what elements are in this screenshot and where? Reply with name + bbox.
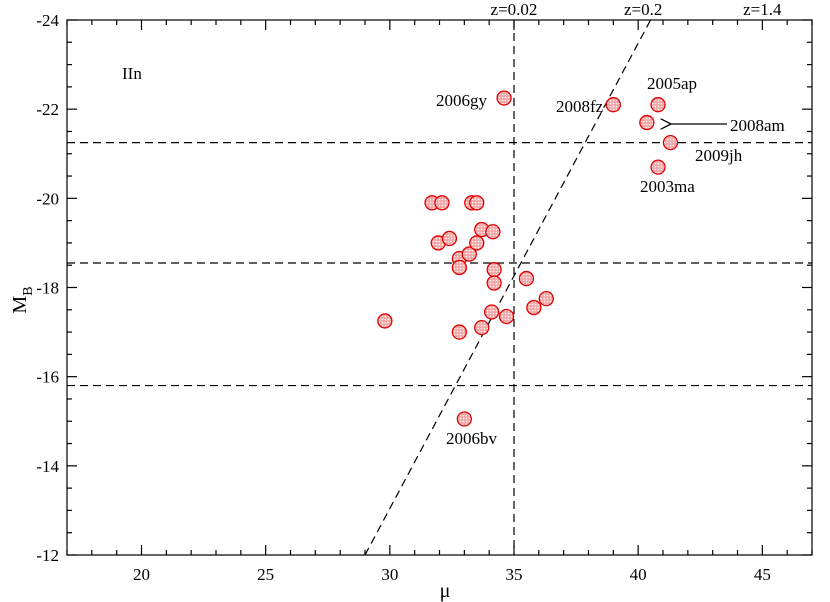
data-point xyxy=(441,230,458,247)
data-point xyxy=(650,97,666,113)
data-point xyxy=(639,114,655,131)
top-label: z=0.2 xyxy=(624,0,662,19)
data-point xyxy=(518,270,535,287)
data-point xyxy=(469,235,485,251)
data-point xyxy=(538,290,554,307)
x-tick-label: 45 xyxy=(754,565,771,584)
data-point xyxy=(526,299,542,316)
redshift-labels: z=0.02 z=0.2 z=1.4 xyxy=(491,0,782,19)
data-point xyxy=(485,224,501,240)
annotation-2005ap: 2005ap xyxy=(647,74,697,93)
data-point xyxy=(474,319,490,336)
top-label: z=1.4 xyxy=(743,0,782,19)
annotation-2008fz: 2008fz xyxy=(556,97,604,116)
data-point xyxy=(434,195,450,211)
panel-label: IIn xyxy=(122,64,142,83)
axis-tick-labels: 20 25 30 35 40 45 -12 -14 -16 -18 -20 -22 -24 xyxy=(36,11,771,584)
data-point xyxy=(486,275,502,291)
data-point xyxy=(469,195,485,211)
data-point xyxy=(496,90,512,106)
data-points xyxy=(377,90,679,427)
y-tick-label: -20 xyxy=(36,189,59,208)
data-point xyxy=(605,97,621,113)
data-point xyxy=(483,304,500,320)
annotation-2009jh: 2009jh xyxy=(695,146,743,165)
y-tick-label: -18 xyxy=(36,279,59,298)
y-tick-label: -16 xyxy=(36,368,59,387)
annotation-2006bv: 2006bv xyxy=(446,429,498,448)
data-point xyxy=(498,308,515,325)
y-tick-label: -24 xyxy=(36,11,59,30)
y-axis-title-sub: B xyxy=(21,286,36,295)
top-label: z=0.02 xyxy=(491,0,538,19)
reference-lines xyxy=(67,19,812,556)
x-tick-label: 20 xyxy=(133,565,150,584)
x-axis-title: μ xyxy=(440,580,451,602)
sloped-dashed-line xyxy=(364,19,652,556)
data-point xyxy=(451,324,468,340)
x-tick-label: 35 xyxy=(506,565,523,584)
data-point xyxy=(451,259,468,276)
y-tick-label: -12 xyxy=(36,546,59,565)
svg-text:MB: MB xyxy=(9,286,36,313)
y-tick-label: -14 xyxy=(36,457,59,476)
data-point xyxy=(377,313,393,329)
annotation-2006gy: 2006gy xyxy=(436,91,488,110)
annotations: 2006gy 2008fz 2005ap 2008am 2009jh 2003m… xyxy=(436,74,785,448)
y-axis-title-main: M xyxy=(9,296,31,314)
data-point xyxy=(456,411,472,427)
x-tick-label: 40 xyxy=(630,565,647,584)
annotation-2003ma: 2003ma xyxy=(640,177,695,196)
data-point xyxy=(461,246,477,262)
annotation-2008am: 2008am xyxy=(730,116,785,135)
y-tick-label: -22 xyxy=(36,100,59,119)
data-point xyxy=(650,159,666,175)
x-tick-label: 30 xyxy=(381,565,398,584)
y-axis-title: MB xyxy=(9,286,36,313)
data-point xyxy=(486,262,502,278)
x-tick-label: 25 xyxy=(257,565,274,584)
data-point xyxy=(662,134,679,151)
